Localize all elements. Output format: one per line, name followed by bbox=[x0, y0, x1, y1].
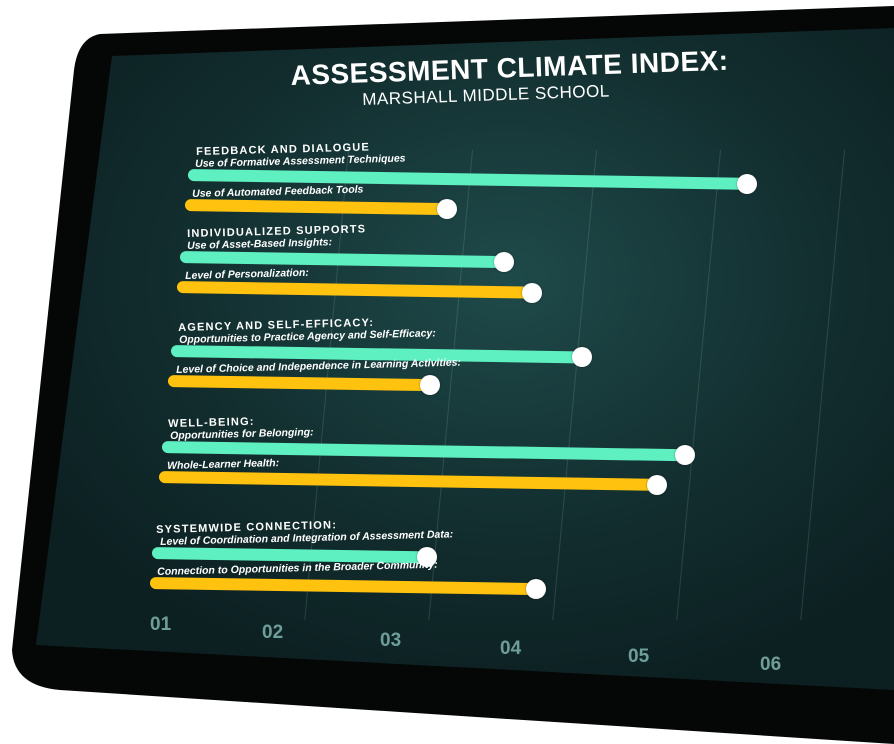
bar bbox=[149, 577, 536, 596]
x-tick-label: 06 bbox=[760, 654, 782, 675]
x-tick-label: 01 bbox=[150, 614, 172, 635]
bar-end-marker bbox=[525, 579, 546, 600]
bar-label: Opportunities for Belonging: bbox=[169, 426, 314, 442]
bar-label: Level of Personalization: bbox=[184, 266, 309, 282]
bar bbox=[168, 375, 431, 392]
bar-label: Use of Automated Feedback Tools bbox=[192, 183, 364, 200]
bar-end-marker bbox=[416, 547, 437, 568]
x-tick-label: 02 bbox=[262, 622, 284, 643]
bar-end-marker bbox=[493, 252, 514, 273]
gridline bbox=[552, 150, 597, 621]
bar-end-marker bbox=[647, 474, 668, 495]
bar-label: Use of Asset-Based Insights: bbox=[187, 236, 333, 252]
bar-label: Level of Choice and Independence in Lear… bbox=[175, 356, 462, 376]
bar-end-marker bbox=[522, 282, 543, 303]
gridline bbox=[800, 150, 845, 621]
gridline bbox=[676, 150, 721, 621]
bar bbox=[177, 281, 533, 299]
x-tick-label: 03 bbox=[380, 630, 402, 651]
bar-end-marker bbox=[571, 347, 592, 368]
bar-end-marker bbox=[674, 445, 695, 466]
bar-label: Connection to Opportunities in the Broad… bbox=[157, 558, 438, 578]
bar-end-marker bbox=[420, 375, 441, 396]
bar-end-marker bbox=[737, 173, 758, 194]
bar bbox=[159, 471, 658, 491]
bar bbox=[179, 251, 504, 269]
x-tick-label: 05 bbox=[628, 646, 650, 667]
bar bbox=[184, 199, 447, 216]
bar-end-marker bbox=[436, 199, 457, 220]
x-tick-label: 04 bbox=[500, 638, 522, 659]
bar-label: Whole-Learner Health: bbox=[167, 457, 280, 472]
